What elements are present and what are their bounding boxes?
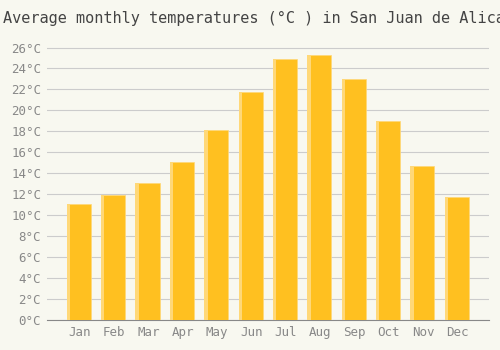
Bar [412,166,434,320]
Bar [170,162,173,320]
Bar [376,121,380,320]
Bar [172,162,194,320]
Bar [446,196,469,320]
Bar [410,166,414,320]
Bar [273,59,276,320]
Bar [103,195,125,320]
Bar [445,196,448,320]
Bar [378,121,400,320]
Bar [136,183,139,320]
Bar [309,55,332,320]
Bar [101,195,104,320]
Bar [342,79,345,320]
Bar [206,131,228,320]
Title: Average monthly temperatures (°C ) in San Juan de Alicante: Average monthly temperatures (°C ) in Sa… [3,11,500,26]
Bar [238,92,242,320]
Bar [240,92,262,320]
Bar [308,55,310,320]
Bar [137,183,160,320]
Bar [274,59,297,320]
Bar [68,204,91,320]
Bar [204,131,208,320]
Bar [67,204,70,320]
Bar [344,79,365,320]
